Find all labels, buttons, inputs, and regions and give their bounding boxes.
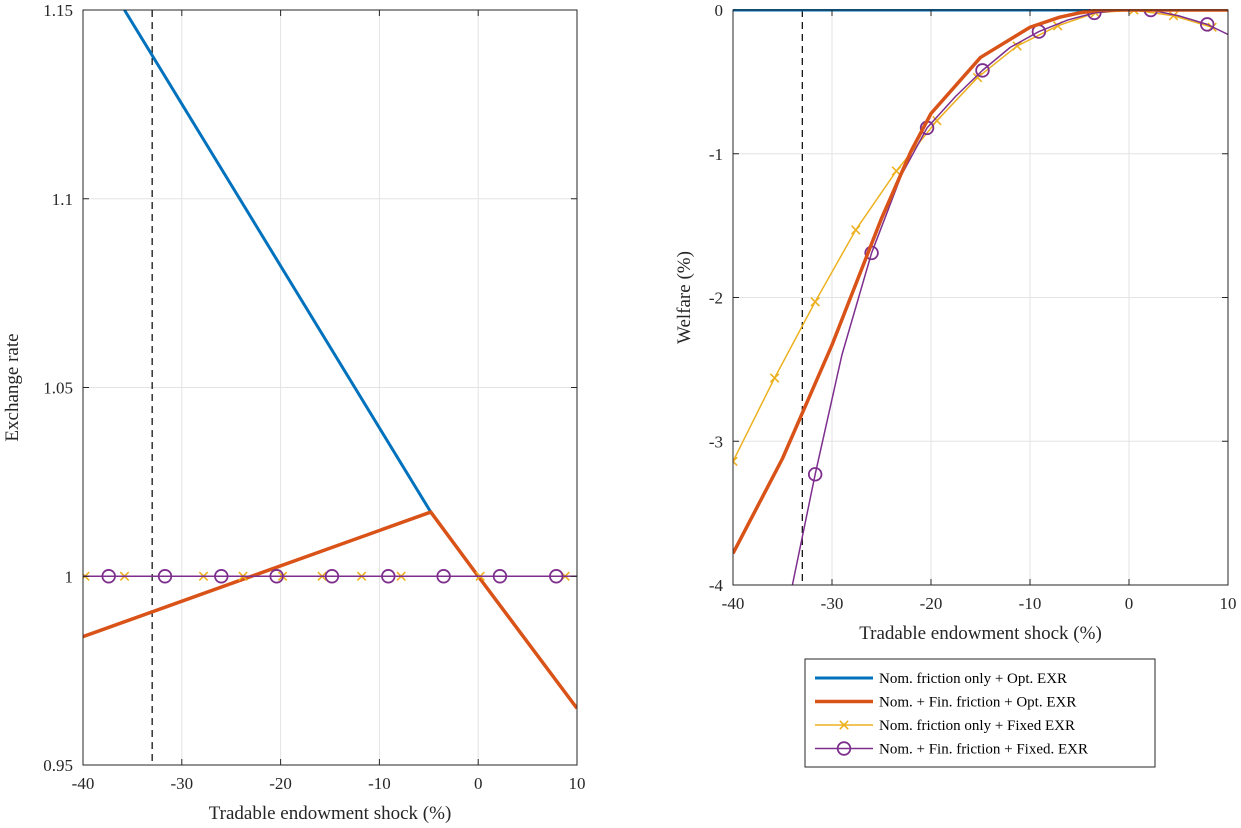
legend-marker	[839, 720, 849, 730]
series-4-marker	[436, 569, 451, 584]
series-3-marker	[769, 373, 780, 383]
series-line-4	[791, 9, 1228, 586]
legend-label: Nom. + Fin. friction + Opt. EXR	[879, 695, 1076, 711]
series-4-marker	[214, 569, 229, 584]
x-tick-label: 10	[569, 774, 586, 793]
y-tick-label: -1	[709, 145, 723, 164]
series-3-marker	[810, 297, 820, 307]
series-3-marker	[850, 225, 861, 235]
series-4-marker	[157, 569, 173, 584]
legend-label: Nom. + Fin. friction + Fixed. EXR	[879, 742, 1088, 758]
x-tick-label: 0	[1125, 594, 1134, 613]
series-4-marker	[975, 63, 990, 78]
x-tick-label: -40	[722, 594, 745, 613]
legend-marker	[836, 741, 852, 756]
x-tick-label: -20	[920, 594, 943, 613]
y-tick-label: 1.05	[43, 379, 73, 398]
y-tick-label: 1.1	[52, 190, 73, 209]
series-3-marker	[972, 72, 983, 83]
y-axis-title: Exchange rate	[2, 333, 23, 441]
series-4-marker	[492, 569, 508, 584]
x-tick-label: -30	[170, 774, 193, 793]
legend-item: Nom. friction only + Fixed EXR	[815, 718, 1075, 734]
series-3-marker	[1168, 10, 1179, 21]
legend-item: Nom. friction only + Opt. EXR	[815, 671, 1067, 687]
legend-label: Nom. friction only + Fixed EXR	[879, 718, 1075, 734]
legend-label: Nom. friction only + Opt. EXR	[879, 671, 1067, 687]
exchange-rate-panel: -40 -30 -20 -10 0 10 0.95 1 1.05 1.1 1.15 Tradable …	[2, 1, 586, 824]
legend-item: Nom. + Fin. friction + Opt. EXR	[815, 695, 1076, 711]
x-axis-title: Tradable endowment shock (%)	[859, 623, 1102, 644]
y-tick-label: 0	[715, 1, 724, 20]
series-4-marker	[381, 569, 396, 584]
y-axis-title: Welfare (%)	[674, 251, 695, 344]
series-4-marker	[101, 569, 116, 584]
x-tick-label: -10	[1019, 594, 1042, 613]
x-tick-label: -40	[72, 774, 95, 793]
y-tick-label: -2	[709, 289, 723, 308]
series-4-marker	[807, 467, 823, 482]
series-4-marker	[1200, 17, 1215, 32]
data-layer	[83, 9, 577, 765]
y-tick-label: 1.15	[43, 1, 73, 20]
series-3-marker	[891, 166, 902, 176]
series-line-1	[123, 9, 433, 513]
y-tick-label: 1	[65, 567, 74, 586]
legend: Nom. friction only + Opt. EXR Nom. + Fin.…	[804, 658, 1156, 768]
x-tick-label: -10	[368, 774, 391, 793]
series-4-marker	[324, 569, 340, 584]
series-line-2	[83, 510, 577, 710]
series-3-marker	[932, 115, 942, 126]
x-tick-label: -30	[821, 594, 844, 613]
y-tick-label: -4	[709, 576, 724, 595]
series-3-marker	[1012, 41, 1022, 51]
y-tick-label: -3	[709, 432, 723, 451]
series-3-marker	[733, 456, 738, 467]
x-tick-label: -20	[269, 774, 292, 793]
series-4-marker	[549, 569, 564, 584]
legend-item: Nom. + Fin. friction + Fixed. EXR	[815, 741, 1088, 758]
y-tick-label: 0.95	[43, 756, 73, 775]
x-axis-title: Tradable endowment shock (%)	[209, 803, 452, 824]
x-tick-label: 10	[1220, 594, 1237, 613]
x-tick-label: 0	[474, 774, 483, 793]
series-4-marker	[269, 569, 284, 584]
